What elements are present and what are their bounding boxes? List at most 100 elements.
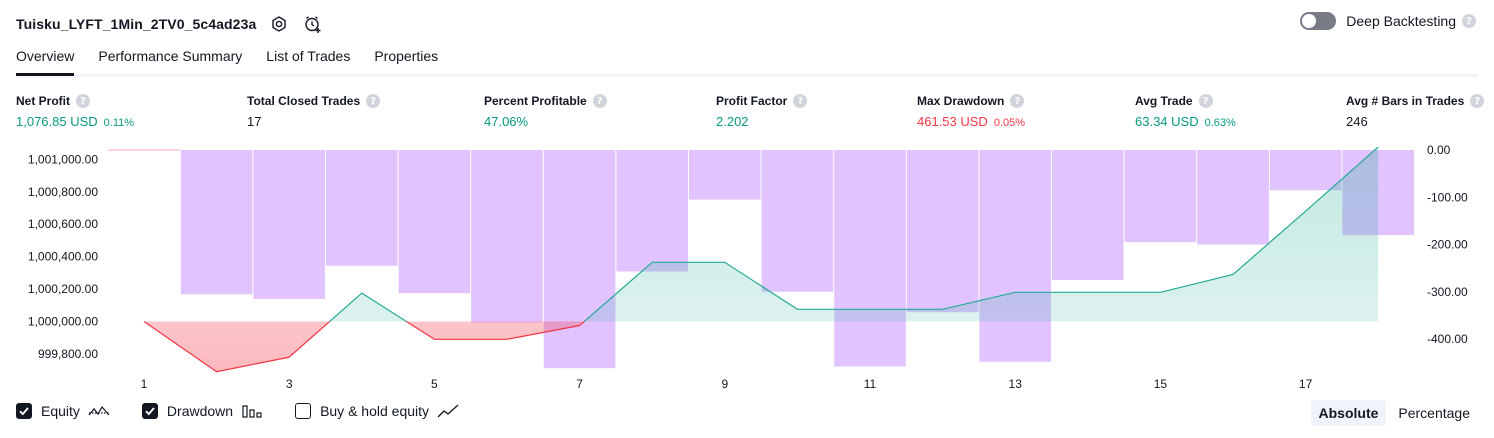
help-icon[interactable]: ? [1462,14,1476,28]
metric-percent: 0.05% [993,117,1026,129]
metric-value: 47.06% [484,114,529,129]
info-icon[interactable]: ? [592,94,607,108]
metric-label: Total Closed Trades [247,94,361,108]
y-right-tick-label: -300.00 [1427,285,1468,299]
drawdown-bar [180,150,253,295]
metric-percent: 0.11% [103,117,135,129]
x-tick-label: 13 [1009,377,1023,391]
deep-backtesting-label: Deep Backtesting [1346,13,1456,29]
equity-line-positive [144,146,1379,322]
x-tick-label: 7 [576,377,583,391]
drawdown-bar [906,150,979,313]
legend-label: Drawdown [166,403,234,419]
metric-max-drawdown: Max Drawdown? 461.53 USD 0.05% [917,94,1025,129]
percentage-button[interactable]: Percentage [1398,405,1470,421]
legend-label: Equity [41,403,80,419]
tab-properties[interactable]: Properties [374,48,439,64]
metric-label: Avg # Bars in Trades [1346,94,1465,108]
equity-checkbox[interactable] [16,403,32,419]
deep-backtesting-toggle[interactable] [1300,12,1337,30]
deep-backtesting: Deep Backtesting ? [1300,12,1476,30]
header: Tuisku_LYFT_1Min_2TV0_5c4ad23a [16,10,324,38]
metric-net-profit: Net Profit? 1,076.85 USD 0.11% [16,94,134,129]
x-tick-label: 3 [286,377,293,391]
y-left-tick-label: 1,000,000.00 [28,314,98,328]
drawdown-bar [471,150,543,323]
toggle-knob [1302,14,1317,28]
y-right-tick-label: -400.00 [1427,332,1468,346]
y-left-tick-label: 1,000,400.00 [28,250,98,264]
tab-bar: Overview Performance Summary List of Tra… [16,44,1478,77]
info-icon[interactable]: ? [366,94,381,108]
metric-avg-bars-in-trades: Avg # Bars in Trades? 246 [1346,94,1485,129]
metric-value: 1,076.85 USD [16,114,98,129]
buy-hold-line-icon [437,403,459,419]
y-left-tick-label: 999,800.00 [38,347,98,361]
x-tick-label: 9 [721,377,728,391]
chart-legend: Equity Drawdown Buy & hold equity [16,403,491,419]
y-left-tick-label: 1,000,800.00 [28,185,98,199]
metric-label: Profit Factor [716,94,788,108]
metric-value: 2.202 [716,114,749,129]
equity-area-negative [144,321,1379,372]
x-tick-label: 15 [1154,377,1168,391]
x-tick-label: 17 [1299,377,1313,391]
strategy-title: Tuisku_LYFT_1Min_2TV0_5c4ad23a [16,16,257,32]
metric-avg-trade: Avg Trade? 63.34 USD 0.63% [1135,94,1236,129]
legend-buy-hold-equity[interactable]: Buy & hold equity [295,403,459,419]
metric-total-closed-trades: Total Closed Trades? 17 [247,94,381,129]
drawdown-checkbox[interactable] [141,403,158,419]
y-right-tick-label: -200.00 [1427,238,1468,252]
info-icon[interactable]: ? [1470,94,1485,108]
metric-value: 17 [247,114,262,129]
y-left-tick-label: 1,001,000.00 [28,152,98,166]
metric-value: 246 [1346,114,1368,129]
metric-label: Net Profit [16,94,70,108]
drawdown-bar [398,150,471,294]
metric-value: 461.53 USD [917,114,988,129]
metric-label: Max Drawdown [917,94,1005,108]
drawdown-bars-icon [241,403,263,419]
info-icon[interactable]: ? [1010,94,1025,108]
metric-profit-factor: Profit Factor? 2.202 [716,94,808,129]
x-tick-label: 5 [431,377,438,391]
x-tick-label: 1 [141,377,148,391]
buy-hold-checkbox[interactable] [295,403,312,419]
metric-label: Avg Trade [1135,94,1193,108]
tab-list-of-trades[interactable]: List of Trades [266,48,351,64]
metric-value: 63.34 USD [1135,114,1199,129]
legend-label: Buy & hold equity [320,403,430,419]
metric-percent: 0.63% [1204,117,1236,129]
drawdown-bar [326,150,398,266]
equity-area-positive [144,146,1379,322]
drawdown-bar [979,150,1051,362]
info-icon[interactable]: ? [1198,94,1213,108]
drawdown-bar [1124,150,1197,243]
add-alert-icon[interactable] [302,13,324,35]
drawdown-bar [543,150,616,369]
metric-percent-profitable: Percent Profitable? 47.06% [484,94,607,129]
drawdown-bar [1197,150,1269,245]
drawdown-bar [253,150,325,299]
y-left-tick-label: 1,000,600.00 [28,217,98,231]
legend-equity[interactable]: Equity [16,403,110,419]
drawdown-bar [1052,150,1124,280]
drawdown-bar [834,150,906,367]
x-tick-label: 11 [864,377,877,391]
settings-icon[interactable] [268,13,290,35]
legend-drawdown[interactable]: Drawdown [141,403,263,419]
drawdown-bar [761,150,834,292]
absolute-button[interactable]: Absolute [1310,400,1387,426]
y-right-tick-label: -100.00 [1427,190,1468,204]
y-left-tick-label: 1,000,200.00 [28,282,98,296]
tab-overview[interactable]: Overview [16,44,75,76]
equity-drawdown-chart[interactable]: 1,001,000.00 1,000,800.00 1,000,600.00 1,00… [0,140,1494,395]
equity-line-icon [88,403,110,419]
tab-performance-summary[interactable]: Performance Summary [98,48,243,64]
drawdown-bar [1269,150,1342,191]
info-icon[interactable]: ? [793,94,808,108]
drawdown-bar [616,150,688,272]
metric-label: Percent Profitable [484,94,587,108]
drawdown-bar [689,150,761,200]
info-icon[interactable]: ? [76,94,90,108]
